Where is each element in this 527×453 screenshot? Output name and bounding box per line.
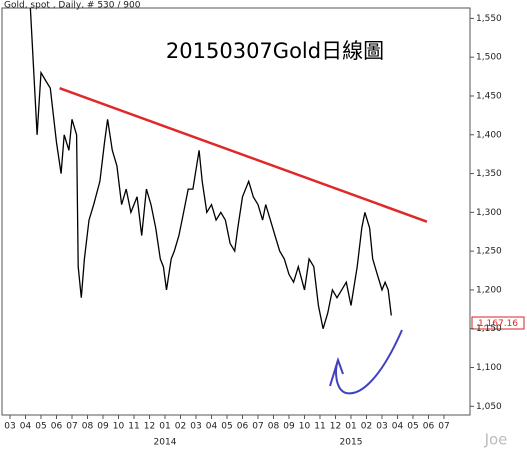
x-tick-label: 09 bbox=[97, 422, 109, 432]
y-tick-label: 1,150 bbox=[476, 324, 502, 334]
x-tick-label: 02 bbox=[175, 422, 186, 432]
x-tick-label: 06 bbox=[237, 422, 249, 432]
hand-drawn-arrow bbox=[329, 329, 403, 395]
x-tick-label: 04 bbox=[20, 422, 32, 432]
x-tick-label: 03 bbox=[376, 422, 387, 432]
x-tick-label: 01 bbox=[345, 422, 356, 432]
x-tick-label: 06 bbox=[51, 422, 63, 432]
x-tick-label: 02 bbox=[361, 422, 372, 432]
x-tick-label: 06 bbox=[423, 422, 435, 432]
x-tick-label: 07 bbox=[66, 422, 77, 432]
y-tick-label: 1,200 bbox=[476, 285, 502, 295]
year-label: 2014 bbox=[154, 438, 177, 448]
x-tick-label: 10 bbox=[299, 422, 311, 432]
y-tick-label: 1,550 bbox=[476, 14, 502, 24]
x-tick-label: 10 bbox=[113, 422, 125, 432]
chart-title: 20150307Gold日線圖 bbox=[166, 39, 384, 63]
x-tick-label: 03 bbox=[190, 422, 201, 432]
x-tick-label: 12 bbox=[330, 422, 341, 432]
x-tick-label: 09 bbox=[283, 422, 295, 432]
y-tick-label: 1,350 bbox=[476, 169, 502, 179]
x-tick-label: 03 bbox=[4, 422, 15, 432]
y-tick-label: 1,250 bbox=[476, 247, 502, 257]
x-tick-label: 05 bbox=[407, 422, 418, 432]
x-tick-label: 08 bbox=[268, 422, 280, 432]
year-label: 2015 bbox=[340, 438, 363, 448]
price-tag: 1,167.16 bbox=[478, 319, 518, 329]
price-line bbox=[29, 8, 392, 329]
x-tick-label: 04 bbox=[206, 422, 218, 432]
x-tick-label: 05 bbox=[35, 422, 46, 432]
price-tag-box bbox=[471, 316, 525, 330]
y-tick-label: 1,300 bbox=[476, 208, 502, 218]
y-tick-label: 1,400 bbox=[476, 130, 502, 140]
x-tick-label: 07 bbox=[252, 422, 263, 432]
watermark: Joe bbox=[484, 431, 508, 449]
x-tick-label: 04 bbox=[392, 422, 404, 432]
x-tick-label: 01 bbox=[159, 422, 170, 432]
y-tick-label: 1,450 bbox=[476, 91, 502, 101]
x-tick-label: 07 bbox=[438, 422, 449, 432]
y-tick-label: 1,500 bbox=[476, 53, 502, 63]
y-tick-label: 1,050 bbox=[476, 402, 502, 412]
y-tick-label: 1,100 bbox=[476, 363, 502, 373]
plot-frame bbox=[1, 7, 471, 416]
x-tick-label: 11 bbox=[314, 422, 325, 432]
x-tick-label: 05 bbox=[221, 422, 232, 432]
header: Gold, spot , Daily, # 530 / 900 bbox=[4, 1, 141, 11]
x-tick-label: 08 bbox=[82, 422, 94, 432]
trendline bbox=[59, 87, 428, 223]
x-tick-label: 12 bbox=[144, 422, 155, 432]
x-tick-label: 11 bbox=[128, 422, 139, 432]
plot bbox=[29, 8, 428, 329]
